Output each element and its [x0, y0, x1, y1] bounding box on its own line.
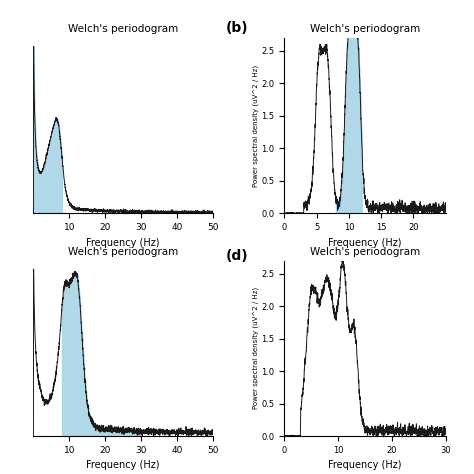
- Title: Welch's periodogram: Welch's periodogram: [310, 24, 420, 34]
- Y-axis label: Power spectral density (uV^2 / Hz): Power spectral density (uV^2 / Hz): [252, 64, 259, 187]
- Y-axis label: Power spectral density (uV^2 / Hz): Power spectral density (uV^2 / Hz): [252, 287, 259, 410]
- Title: Welch's periodogram: Welch's periodogram: [68, 24, 178, 34]
- Title: Welch's periodogram: Welch's periodogram: [68, 247, 178, 257]
- X-axis label: Frequency (Hz): Frequency (Hz): [86, 237, 160, 247]
- X-axis label: Frequency (Hz): Frequency (Hz): [328, 460, 402, 470]
- Text: (b): (b): [226, 21, 248, 36]
- Title: Welch's periodogram: Welch's periodogram: [310, 247, 420, 257]
- X-axis label: Frequency (Hz): Frequency (Hz): [328, 237, 402, 247]
- X-axis label: Frequency (Hz): Frequency (Hz): [86, 460, 160, 470]
- Text: (d): (d): [226, 249, 248, 263]
